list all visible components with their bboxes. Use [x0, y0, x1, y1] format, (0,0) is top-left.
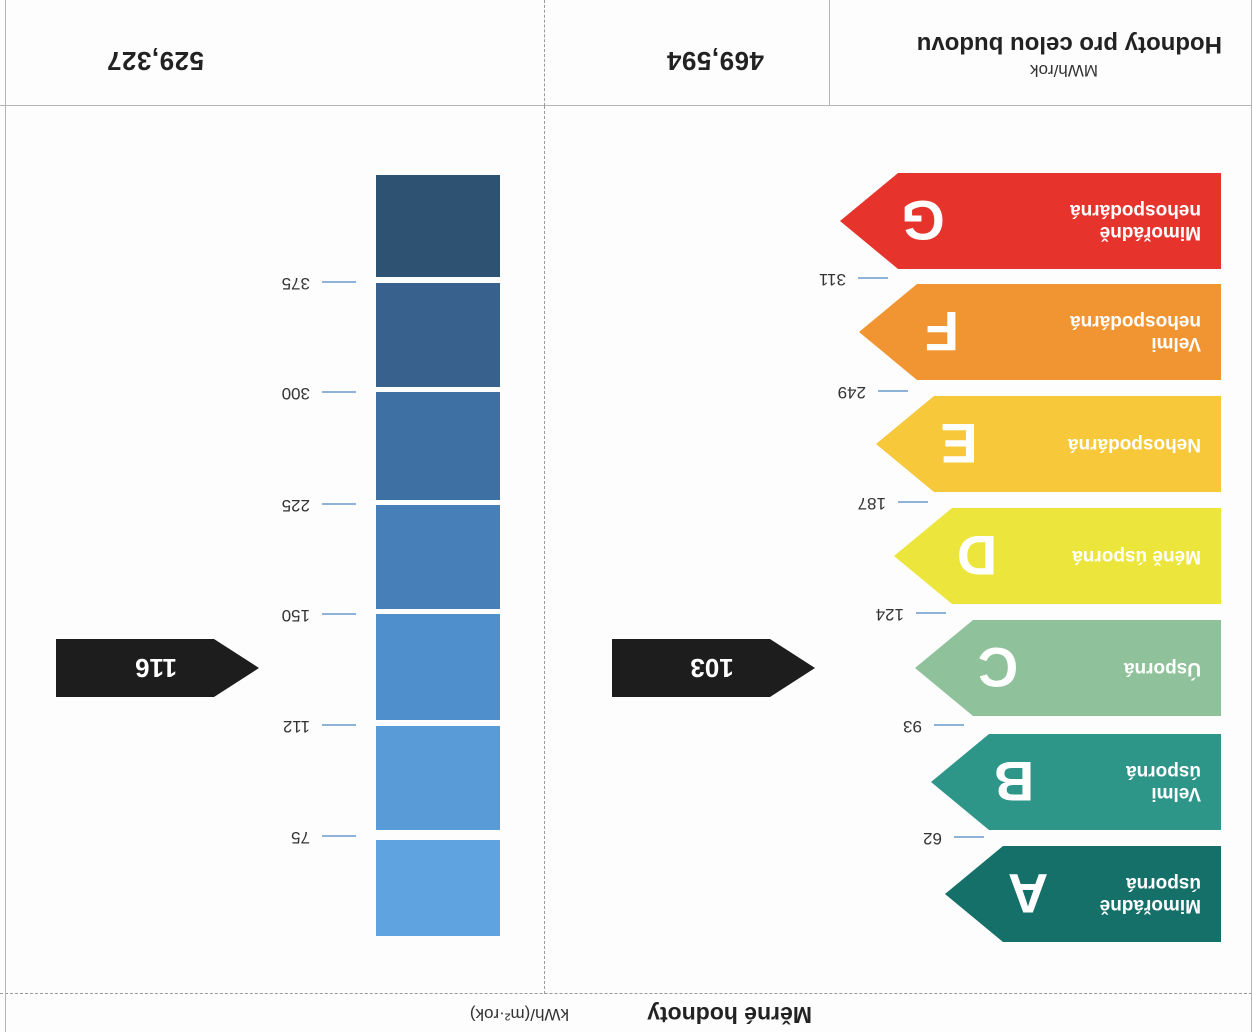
specific-unit: kWh/(m²·rok)	[469, 1005, 569, 1024]
building-value-label: 103	[690, 653, 734, 684]
energy-class-g: Mimořádně nehospodárná G	[840, 173, 1221, 269]
description-line: Mimořádně	[1099, 222, 1201, 243]
energy-class-a: Mimořádně úsporná A	[945, 846, 1221, 942]
threshold-value: 187	[857, 494, 886, 513]
description-line: nehospodárná	[1070, 200, 1201, 221]
reference-threshold-arrow	[322, 613, 356, 615]
building-value-marker: 103	[612, 639, 815, 697]
specific-values-heading: Měrné hodnoty	[592, 996, 812, 1032]
threshold-arrow	[954, 836, 984, 838]
header-divider	[0, 993, 1252, 994]
threshold-arrow	[878, 390, 908, 392]
specific-unit-block: kWh/(m²·rok)	[369, 996, 569, 1032]
building-total: 469,594	[666, 46, 764, 76]
totals-divider	[0, 105, 1252, 106]
reference-threshold-value: 150	[281, 606, 310, 625]
energy-class-description: Úsporná	[1011, 620, 1201, 716]
reference-threshold-value: 75	[291, 828, 310, 847]
energy-class-e: Nehospodárná E	[876, 396, 1221, 492]
threshold-value: 62	[923, 829, 942, 848]
description-line: Nehospodárná	[1067, 434, 1201, 455]
energy-class-letter: D	[956, 524, 998, 588]
specific-title: Měrné hodnoty	[647, 1002, 812, 1028]
energy-class-letter: F	[924, 300, 960, 364]
column-divider	[544, 106, 545, 994]
threshold-value: 93	[903, 717, 922, 736]
energy-class-b: Velmi úsporná B	[931, 734, 1221, 830]
reference-value-label: 116	[135, 653, 177, 684]
reference-threshold-arrow	[322, 281, 356, 283]
reference-threshold-arrow	[322, 835, 356, 837]
description-line: Méně úsporná	[1072, 546, 1201, 567]
reference-threshold-value: 225	[281, 496, 310, 515]
energy-class-letter: E	[940, 412, 978, 476]
totals-label-divider	[829, 0, 830, 106]
reference-scale-segment	[376, 505, 500, 609]
reference-threshold-value: 375	[281, 274, 310, 293]
reference-threshold-value: 300	[281, 384, 310, 403]
reference-scale-segment	[376, 614, 500, 720]
reference-total: 529,327	[106, 46, 204, 76]
reference-threshold-arrow	[322, 391, 356, 393]
reference-scale-segment	[376, 840, 500, 936]
threshold-value: 124	[875, 605, 904, 624]
energy-class-description: Velmi nehospodárná	[1011, 284, 1201, 380]
energy-class-letter: B	[993, 750, 1035, 814]
threshold-arrow	[898, 501, 928, 503]
threshold-value: 311	[818, 270, 846, 289]
threshold-arrow	[858, 277, 888, 279]
energy-class-description: Mimořádně nehospodárná	[1011, 173, 1201, 269]
totals-divider-vertical	[544, 0, 545, 106]
building-unit: MWh/rok	[1030, 61, 1098, 80]
reference-threshold-value: 112	[282, 717, 310, 736]
energy-class-letter: C	[977, 636, 1019, 700]
reference-value-marker: 116	[56, 639, 259, 697]
energy-class-letter: A	[1007, 862, 1049, 926]
threshold-arrow	[934, 724, 964, 726]
energy-class-description: Nehospodárná	[1011, 396, 1201, 492]
energy-class-c: Úsporná C	[915, 620, 1221, 716]
description-line: Velmi	[1151, 333, 1201, 354]
description-line: nehospodárná	[1070, 311, 1201, 332]
energy-class-letter: G	[901, 189, 945, 253]
reference-scale-segment	[376, 175, 500, 277]
threshold-arrow	[916, 612, 946, 614]
building-values-heading: Hodnoty pro celou budovu MWh/rok	[862, 12, 1222, 82]
reference-scale-segment	[376, 392, 500, 500]
energy-class-description: Méně úsporná	[1011, 508, 1201, 604]
building-title: Hodnoty pro celou budovu	[916, 31, 1222, 58]
reference-scale-segment	[376, 726, 500, 830]
reference-threshold-arrow	[322, 724, 356, 726]
energy-class-f: Velmi nehospodárná F	[859, 284, 1221, 380]
energy-class-d: Méně úsporná D	[894, 508, 1221, 604]
reference-threshold-arrow	[322, 503, 356, 505]
threshold-value: 249	[837, 383, 866, 402]
page-edge-line	[5, 0, 6, 1032]
description-line: Úsporná	[1123, 658, 1201, 679]
reference-scale-segment	[376, 283, 500, 387]
